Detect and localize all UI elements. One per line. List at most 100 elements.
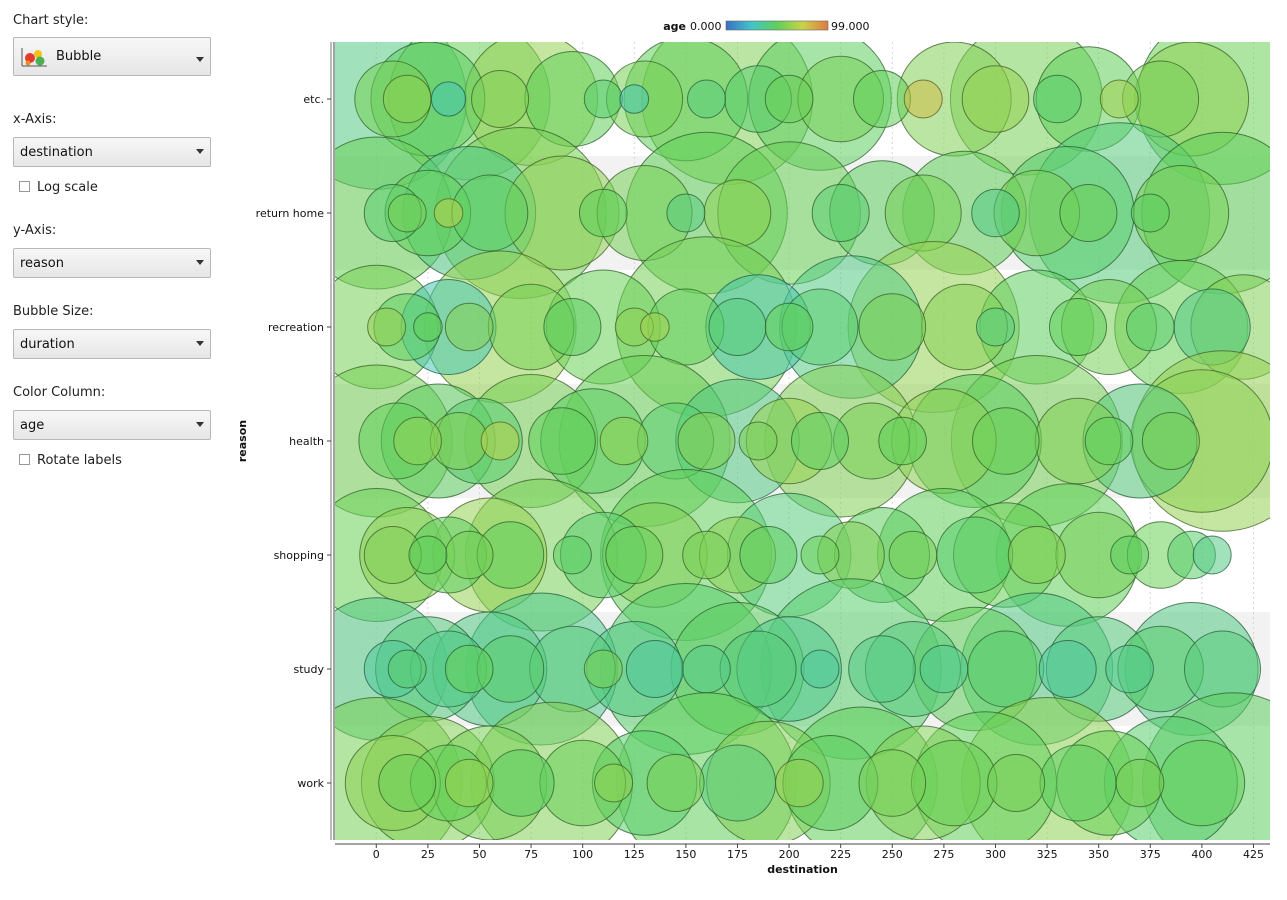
bubble-return-home[interactable] bbox=[972, 189, 1020, 237]
bubble-return-home[interactable] bbox=[1060, 185, 1117, 242]
bubble-study[interactable] bbox=[720, 631, 796, 707]
bubble-study[interactable] bbox=[584, 650, 622, 688]
bubble-etc[interactable] bbox=[431, 82, 465, 116]
bubble-health[interactable] bbox=[394, 417, 442, 465]
bubble-recreation[interactable] bbox=[445, 303, 493, 351]
bubble-etc[interactable] bbox=[765, 75, 813, 123]
color-column-label: Color Column: bbox=[13, 385, 105, 400]
bubble-health[interactable] bbox=[481, 422, 519, 460]
bubble-work[interactable] bbox=[859, 750, 926, 817]
bubble-return-home[interactable] bbox=[667, 194, 705, 232]
bubble-health[interactable] bbox=[879, 417, 927, 465]
bubble-recreation[interactable] bbox=[709, 299, 766, 356]
bubble-shopping[interactable] bbox=[553, 536, 591, 574]
bubble-recreation[interactable] bbox=[859, 294, 926, 361]
bubble-health[interactable] bbox=[739, 422, 777, 460]
bubble-recreation[interactable] bbox=[1050, 299, 1107, 356]
bubble-etc[interactable] bbox=[472, 71, 529, 128]
bubble-recreation[interactable] bbox=[765, 303, 813, 351]
bubble-size-select[interactable]: duration bbox=[13, 329, 211, 359]
bubble-shopping[interactable] bbox=[801, 536, 839, 574]
bubble-etc[interactable] bbox=[854, 71, 911, 128]
bubble-work[interactable] bbox=[379, 755, 436, 812]
bubble-return-home[interactable] bbox=[1131, 194, 1169, 232]
bubble-return-home[interactable] bbox=[580, 189, 628, 237]
bubble-study[interactable] bbox=[968, 631, 1044, 707]
bubble-return-home[interactable] bbox=[704, 180, 771, 247]
x-axis-title: destination bbox=[767, 863, 838, 876]
bubble-shopping[interactable] bbox=[1111, 536, 1149, 574]
bubble-etc[interactable] bbox=[584, 80, 622, 118]
bubble-recreation[interactable] bbox=[641, 313, 670, 342]
bubble-study[interactable] bbox=[445, 645, 493, 693]
bubble-etc[interactable] bbox=[962, 66, 1029, 133]
x-tick-label: 350 bbox=[1088, 848, 1109, 861]
bubble-study[interactable] bbox=[388, 650, 426, 688]
bubble-work[interactable] bbox=[647, 755, 704, 812]
x-axis-value: destination bbox=[20, 145, 93, 160]
bubble-return-home[interactable] bbox=[388, 194, 426, 232]
bubble-shopping[interactable] bbox=[606, 527, 663, 584]
bubble-work[interactable] bbox=[988, 755, 1045, 812]
bubble-return-home[interactable] bbox=[885, 175, 961, 251]
color-column-select[interactable]: age bbox=[13, 410, 211, 440]
bubble-shopping[interactable] bbox=[409, 536, 447, 574]
bubble-study[interactable] bbox=[849, 636, 916, 703]
bubble-work[interactable] bbox=[776, 759, 824, 807]
chart-style-select[interactable]: Bubble bbox=[13, 37, 211, 76]
bubble-return-home[interactable] bbox=[434, 199, 463, 228]
bubble-etc[interactable] bbox=[1034, 75, 1082, 123]
bubble-return-home[interactable] bbox=[812, 185, 869, 242]
bubble-health[interactable] bbox=[529, 408, 596, 475]
bubble-recreation[interactable] bbox=[977, 308, 1015, 346]
x-tick-label: 50 bbox=[472, 848, 486, 861]
y-tick-label: return home bbox=[256, 207, 325, 220]
bubble-work[interactable] bbox=[488, 750, 555, 817]
bubble-study[interactable] bbox=[1106, 645, 1154, 693]
bubble-health[interactable] bbox=[678, 413, 735, 470]
bubble-shopping[interactable] bbox=[1193, 536, 1231, 574]
bubble-health[interactable] bbox=[600, 417, 648, 465]
chart-style-value: Bubble bbox=[56, 49, 101, 64]
bubble-health[interactable] bbox=[1142, 413, 1199, 470]
bubble-work[interactable] bbox=[1040, 745, 1116, 821]
x-axis-select[interactable]: destination bbox=[13, 137, 211, 167]
bubble-etc[interactable] bbox=[904, 80, 942, 118]
bubble-work[interactable] bbox=[445, 759, 493, 807]
x-tick-label: 125 bbox=[624, 848, 645, 861]
chevron-down-icon bbox=[196, 149, 204, 154]
bubble-etc[interactable] bbox=[1100, 80, 1138, 118]
chevron-down-icon bbox=[196, 260, 204, 265]
bubble-shopping[interactable] bbox=[445, 531, 493, 579]
log-scale-checkbox[interactable] bbox=[19, 181, 30, 192]
x-tick-label: 75 bbox=[524, 848, 538, 861]
bubble-recreation[interactable] bbox=[544, 299, 601, 356]
bubble-recreation[interactable] bbox=[1127, 303, 1175, 351]
bubble-shopping[interactable] bbox=[740, 527, 797, 584]
bubble-study[interactable] bbox=[626, 641, 683, 698]
bubble-etc[interactable] bbox=[383, 75, 431, 123]
bubble-recreation[interactable] bbox=[414, 313, 443, 342]
bubble-shopping[interactable] bbox=[889, 531, 937, 579]
bubble-recreation[interactable] bbox=[368, 308, 406, 346]
bubble-shopping[interactable] bbox=[683, 531, 731, 579]
bubble-study[interactable] bbox=[683, 645, 731, 693]
bubble-work[interactable] bbox=[595, 764, 633, 802]
bubble-health[interactable] bbox=[973, 408, 1040, 475]
bubble-shopping[interactable] bbox=[937, 517, 1013, 593]
bubble-work[interactable] bbox=[700, 745, 776, 821]
x-tick-label: 275 bbox=[933, 848, 954, 861]
bubble-etc[interactable] bbox=[688, 80, 726, 118]
bubble-shopping[interactable] bbox=[1008, 527, 1065, 584]
bubble-work[interactable] bbox=[1116, 759, 1164, 807]
bubble-study[interactable] bbox=[801, 650, 839, 688]
bubble-health[interactable] bbox=[1085, 417, 1133, 465]
bubble-study[interactable] bbox=[920, 645, 968, 693]
bubble-etc[interactable] bbox=[620, 85, 649, 114]
y-axis-select[interactable]: reason bbox=[13, 248, 211, 278]
bubble-study[interactable] bbox=[1039, 641, 1096, 698]
bubble-work[interactable] bbox=[1159, 740, 1245, 826]
bubble-health[interactable] bbox=[792, 413, 849, 470]
rotate-labels-checkbox[interactable] bbox=[19, 454, 30, 465]
